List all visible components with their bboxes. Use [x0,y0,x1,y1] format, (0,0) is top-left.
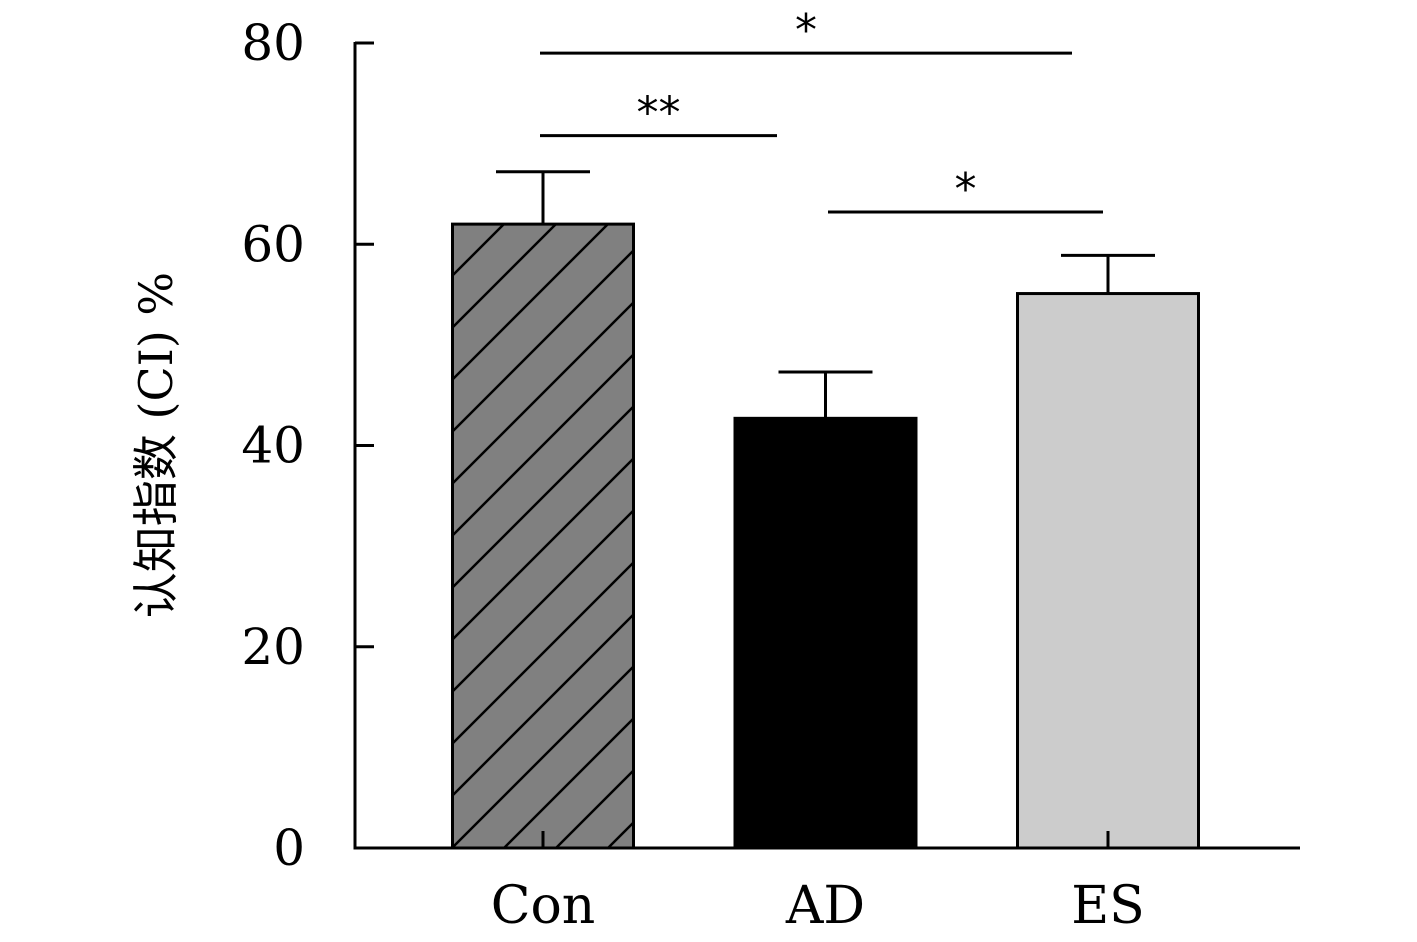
y-tick-label: 40 [241,417,305,475]
bars [451,170,1200,850]
y-tick-label: 80 [241,14,305,72]
y-axis: 0 20 40 60 80 [241,14,374,877]
significance-label: ** [637,88,681,139]
significance-brackets: **** [540,5,1103,215]
bar-con [451,222,635,850]
bar-es [1016,292,1200,850]
significance-label: * [795,5,817,56]
y-axis-label: 认知指数 (CI) % [129,272,183,618]
x-axis: Con AD ES [355,831,1300,936]
significance-label: * [955,164,977,215]
y-tick-label: 60 [241,215,305,273]
y-tick-label: 20 [241,618,305,676]
bar-ad [733,416,918,850]
x-tick-label: AD [785,876,865,936]
x-tick-label: Con [491,876,596,936]
x-tick-label: ES [1071,876,1145,936]
y-tick-label: 0 [273,819,305,877]
